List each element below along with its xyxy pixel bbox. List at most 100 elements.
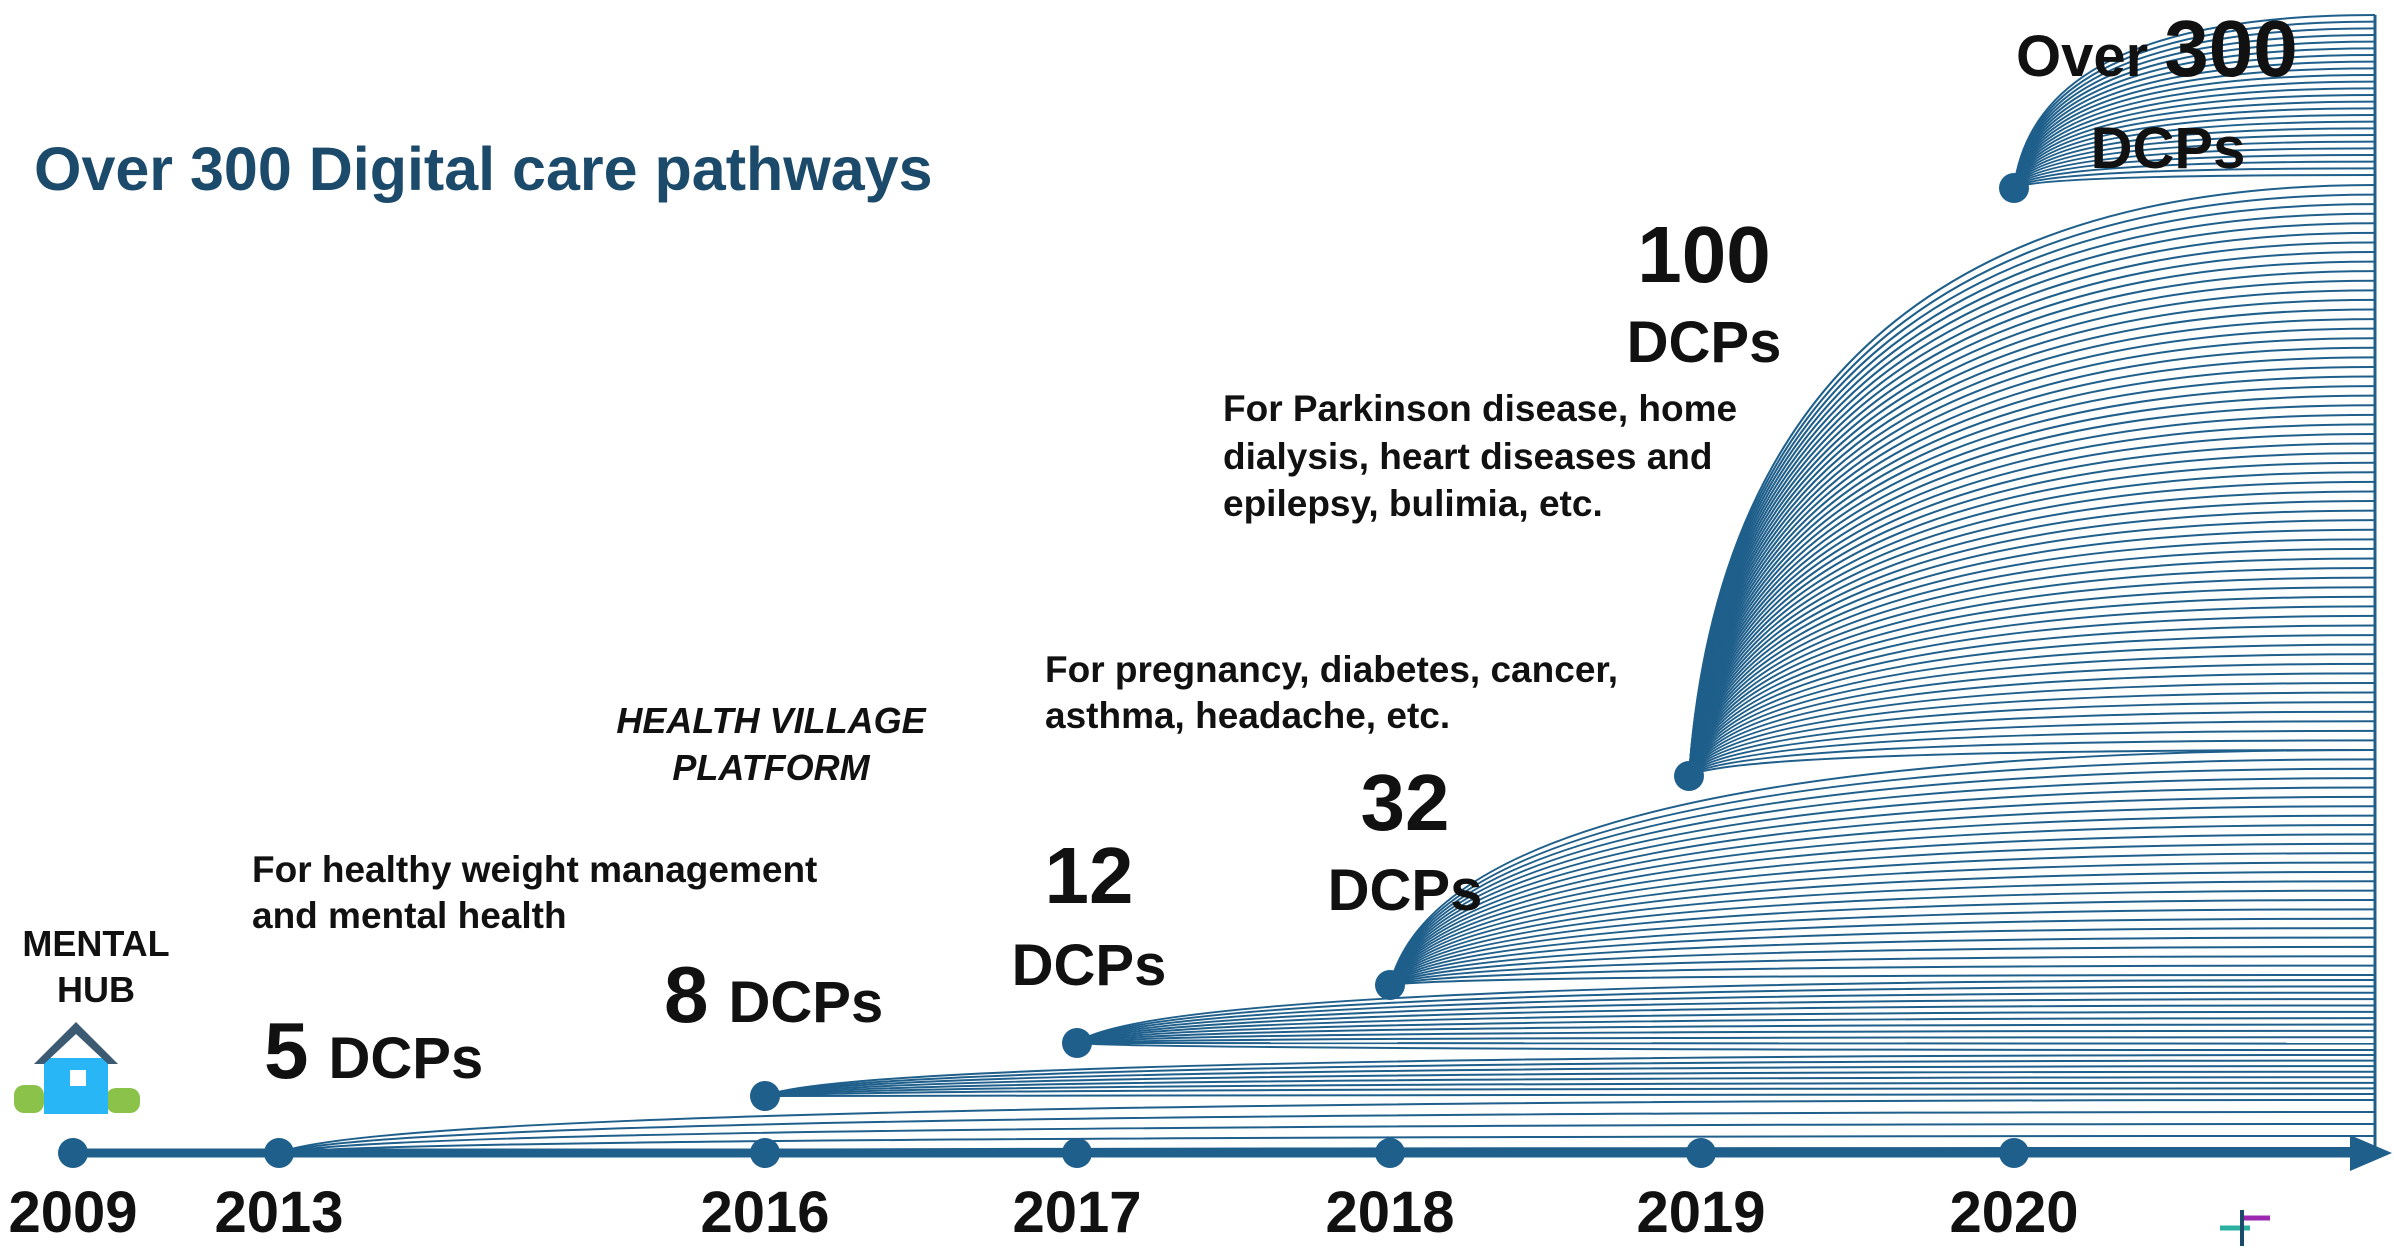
pathway-curve	[1389, 945, 2376, 986]
pathway-curve	[1076, 1042, 2376, 1051]
milestone-count: 12	[1045, 831, 1134, 920]
milestone-description: For Parkinson disease, home	[1223, 388, 1737, 429]
pathway-curve	[278, 1111, 2376, 1154]
pathway-curve	[1389, 889, 2376, 986]
pathway-curve	[1389, 899, 2376, 986]
pathway-curve	[1688, 519, 2376, 777]
pathway-curve	[1688, 701, 2376, 777]
pathway-curve	[2013, 80, 2376, 189]
pathway-curve	[1389, 870, 2376, 986]
pathway-curve	[1688, 662, 2376, 777]
pathway-curve	[1688, 500, 2376, 777]
pathway-curve	[1688, 375, 2376, 777]
pathway-curve	[1688, 538, 2376, 777]
milestone-dot	[750, 1081, 780, 1111]
pathway-curve	[764, 1059, 2376, 1097]
pathway-curve	[2013, 94, 2376, 189]
pathway-curve	[1688, 423, 2376, 777]
milestone-label: 5 DCPs	[264, 1006, 483, 1095]
pathway-curve	[1389, 974, 2376, 986]
axis-arrow	[2350, 1135, 2392, 1171]
milestone-dot	[1062, 1028, 1092, 1058]
pathway-curve	[1688, 318, 2376, 777]
pathway-curve	[1688, 605, 2376, 777]
pathway-curve	[1076, 1010, 2376, 1044]
pathway-curve	[1389, 927, 2376, 986]
milestone-label: Over 300	[2016, 4, 2298, 93]
pathway-curve	[1688, 442, 2376, 777]
milestone-count: 32	[1361, 758, 1450, 847]
pathway-curve	[278, 1123, 2376, 1154]
year-label: 2018	[1325, 1180, 1454, 1245]
pathway-curve	[1389, 955, 2376, 986]
pathway-curve	[764, 1065, 2376, 1097]
year-labels: 2009 2013 2016 2017 2018 2019 2020	[8, 173, 2079, 1245]
year-dot	[1375, 1138, 1405, 1168]
milestone-description: epilepsy, bulimia, etc.	[1223, 483, 1603, 524]
pathway-curve	[1389, 964, 2376, 986]
pathway-curve	[1688, 509, 2376, 777]
pathway-curve	[1389, 786, 2376, 986]
pathway-curve	[1688, 461, 2376, 777]
pathway-curve	[1389, 767, 2376, 986]
pathway-curve	[2013, 140, 2376, 189]
pathway-curve	[1076, 1029, 2376, 1044]
pathway-curve	[1389, 917, 2376, 986]
pathway-curve	[1688, 634, 2376, 777]
pathway-curve	[764, 1081, 2376, 1097]
pathway-curve	[1688, 557, 2376, 777]
pathway-curve	[1688, 490, 2376, 777]
pathway-curve	[1389, 880, 2376, 986]
year-dot	[1686, 1138, 1716, 1168]
milestone-unit: DCPs	[729, 970, 884, 1035]
milestone-description: and mental health	[252, 895, 567, 936]
year-dot	[58, 1138, 88, 1168]
pathway-curve	[1688, 184, 2376, 777]
pathway-curve	[1076, 1042, 2376, 1045]
pathway-curve	[2013, 127, 2376, 189]
pathway-curve	[1076, 998, 2376, 1044]
pathway-curve	[1688, 653, 2376, 777]
milestone-count: 100	[1637, 210, 1770, 299]
pathway-curve	[1389, 749, 2376, 986]
milestone-count: 5	[264, 1006, 309, 1095]
pathway-curve	[1389, 842, 2376, 986]
pathway-curve	[1688, 528, 2376, 777]
milestone-unit: DCPs	[1012, 933, 1167, 998]
pathway-curve	[1688, 365, 2376, 777]
pathway-curve	[1688, 672, 2376, 777]
pathway-curve	[764, 1054, 2376, 1097]
pathway-curve	[2013, 134, 2376, 189]
pathway-curve	[1688, 432, 2376, 777]
pathway-curve	[1688, 480, 2376, 777]
pathway-curve	[1688, 586, 2376, 777]
milestone-unit: DCPs	[1328, 858, 1483, 923]
milestone-unit: DCPs	[1627, 310, 1782, 375]
pathway-curve	[1688, 681, 2376, 777]
pathway-curve	[1688, 452, 2376, 777]
pathway-curve	[764, 1087, 2376, 1097]
title: Over 300 Digital care pathways	[34, 135, 933, 203]
pathway-curve	[1076, 1023, 2376, 1044]
milestone-description: dialysis, heart diseases and	[1223, 436, 1712, 477]
year-dot	[1062, 1138, 1092, 1168]
start-label: MENTAL	[22, 923, 169, 964]
pathway-curve	[1389, 852, 2376, 986]
pathway-curve	[1688, 643, 2376, 777]
year-label: 2020	[1949, 1180, 2078, 1245]
pathway-curve	[2013, 120, 2376, 189]
pathway-curve	[2013, 107, 2376, 189]
year-label: 2017	[1012, 1180, 1141, 1245]
pathway-curve	[1688, 576, 2376, 777]
milestone-description: asthma, headache, etc.	[1045, 695, 1450, 736]
logo	[2220, 1210, 2270, 1246]
pathway-curve	[1688, 547, 2376, 777]
pathway-curve	[1389, 758, 2376, 986]
pathway-curve	[1688, 691, 2376, 777]
pathway-curve	[1389, 795, 2376, 986]
pathway-curve	[764, 1070, 2376, 1097]
pathway-curve	[1076, 1017, 2376, 1044]
pathway-curve	[1688, 614, 2376, 777]
milestone-label: 8 DCPs	[664, 950, 883, 1039]
pathway-curve	[2013, 14, 2376, 189]
